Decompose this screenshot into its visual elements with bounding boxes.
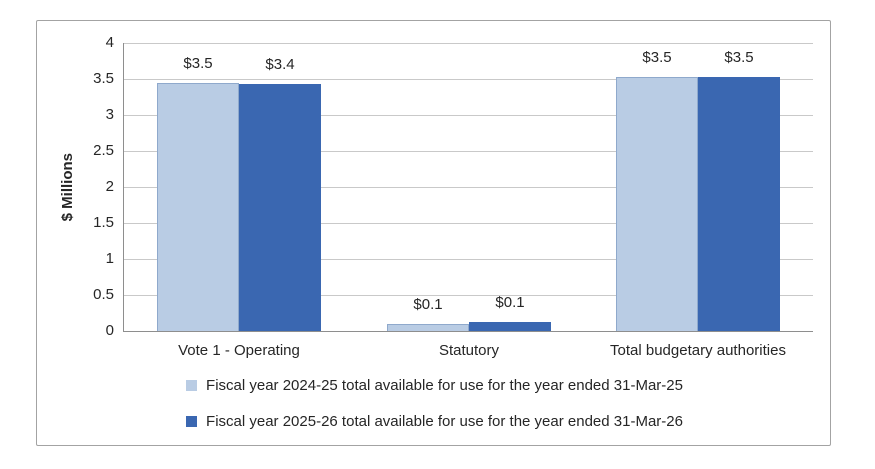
gridline — [124, 79, 813, 80]
gridline — [124, 223, 813, 224]
legend: Fiscal year 2024-25 total available for … — [37, 376, 832, 430]
legend-row: Fiscal year 2025-26 total available for … — [186, 412, 683, 430]
bar-label: $3.5 — [642, 49, 672, 66]
y-tick-label: 2 — [105, 178, 114, 195]
gridline — [124, 151, 813, 152]
y-tick-label: 2.5 — [93, 142, 114, 159]
bar — [616, 77, 698, 331]
bar — [698, 77, 780, 331]
y-tick-label: 1 — [105, 250, 114, 267]
bar — [387, 324, 469, 331]
y-axis-line — [123, 43, 124, 332]
bar-label: $3.4 — [265, 56, 295, 73]
x-category-label: Statutory — [438, 342, 500, 359]
gridline — [124, 115, 813, 116]
gridline — [124, 187, 813, 188]
bar-label: $0.1 — [495, 294, 525, 311]
gridline — [124, 295, 813, 296]
bar — [239, 84, 321, 331]
legend-marker — [186, 379, 198, 391]
bar-label: $0.1 — [413, 296, 443, 313]
legend-label: Fiscal year 2025-26 total available for … — [206, 412, 683, 430]
x-category-label: Vote 1 - Operating — [178, 342, 300, 359]
bar-label: $3.5 — [183, 55, 213, 72]
x-axis-line — [123, 331, 813, 332]
legend-label: Fiscal year 2024-25 total available for … — [206, 376, 683, 394]
gridline — [124, 43, 813, 44]
legend-marker — [186, 415, 198, 427]
y-tick-label: 3 — [105, 106, 114, 123]
bar — [157, 83, 239, 331]
y-tick-label: 4 — [105, 34, 114, 51]
gridline — [124, 259, 813, 260]
bar — [469, 322, 551, 331]
y-tick-label: 0 — [105, 322, 114, 339]
chart-frame: $ Millions Fiscal year 2024-25 total ava… — [36, 20, 831, 446]
y-tick-label: 0.5 — [93, 286, 114, 303]
legend-row: Fiscal year 2024-25 total available for … — [186, 376, 683, 394]
bar-label: $3.5 — [724, 49, 754, 66]
y-tick-label: 1.5 — [93, 214, 114, 231]
x-category-label: Total budgetary authorities — [610, 342, 786, 359]
y-tick-label: 3.5 — [93, 70, 114, 87]
